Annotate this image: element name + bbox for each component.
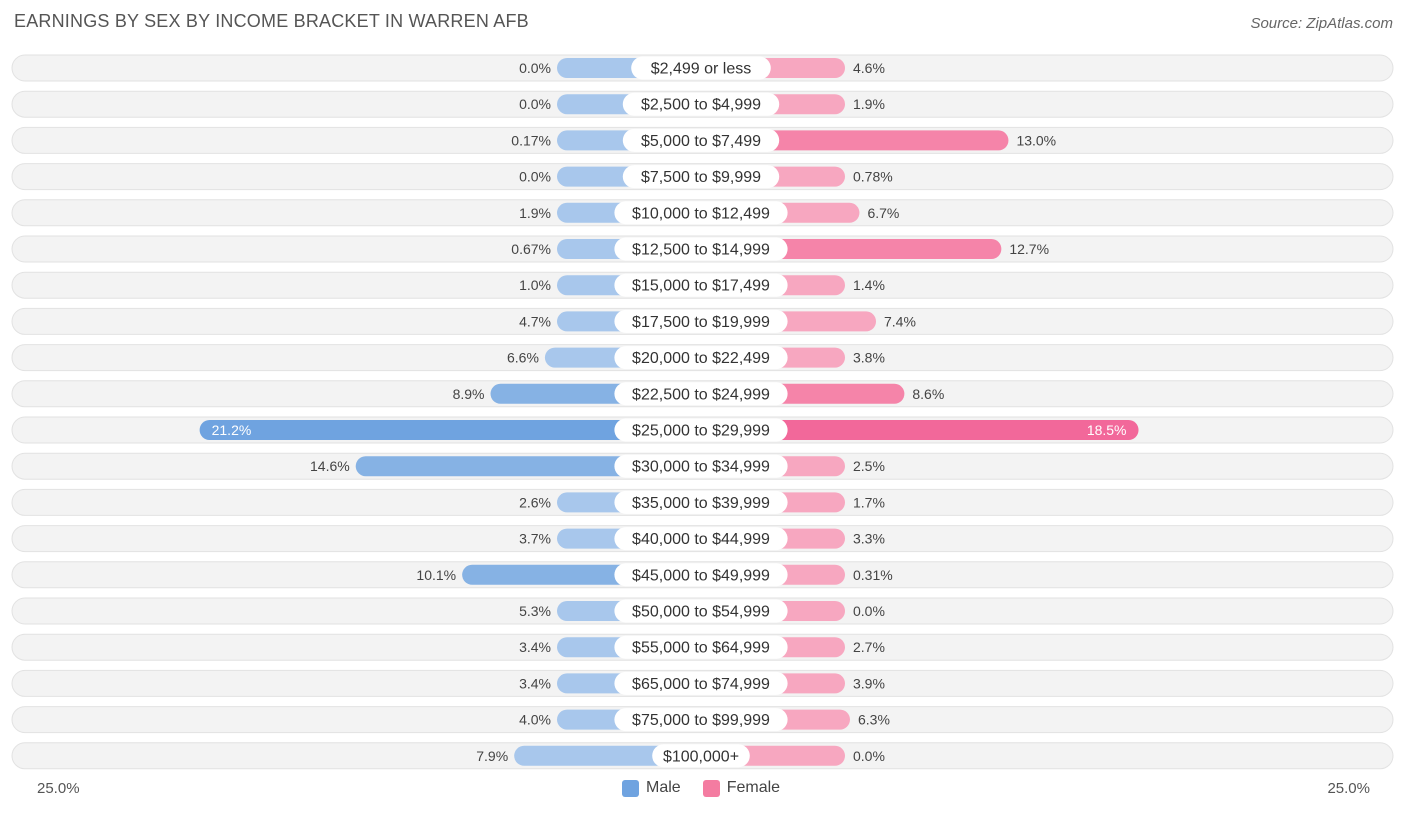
female-value-label: 8.6% (912, 386, 944, 402)
male-value-label: 3.4% (519, 675, 551, 691)
category-pill (614, 671, 788, 695)
male-value-label: 0.0% (519, 169, 551, 185)
category-pill (622, 128, 780, 152)
male-value-label: 0.0% (519, 96, 551, 112)
category-pill (614, 382, 788, 406)
category-pill (614, 527, 788, 551)
category-label: $100,000+ (663, 748, 739, 765)
category-pill (614, 490, 788, 514)
female-value-label: 3.3% (853, 531, 885, 547)
category-pill (631, 56, 771, 80)
category-pill (614, 599, 788, 623)
category-label: $17,500 to $19,999 (632, 314, 770, 331)
male-bar (355, 456, 701, 477)
male-bar (199, 420, 701, 440)
legend-label-female: Female (726, 779, 781, 796)
category-pill (614, 708, 788, 732)
female-value-label: 0.0% (853, 603, 885, 619)
legend-item-male[interactable]: Male (622, 779, 681, 797)
category-label: $2,499 or less (651, 61, 752, 78)
category-pill (614, 418, 788, 442)
category-label: $35,000 to $39,999 (632, 495, 770, 512)
female-value-label: 7.4% (884, 313, 916, 329)
axis-right-label: 25.0% (1327, 780, 1370, 797)
female-value-label: 2.5% (853, 458, 885, 474)
legend-item-female[interactable]: Female (702, 779, 781, 797)
male-value-label: 7.9% (476, 748, 508, 764)
category-label: $65,000 to $74,999 (632, 676, 770, 693)
category-pill (652, 744, 750, 768)
female-value-label: 18.5% (1087, 422, 1127, 438)
male-value-label: 8.9% (453, 386, 485, 402)
category-label: $40,000 to $44,999 (632, 531, 770, 548)
category-pill (614, 309, 788, 333)
female-value-label: 6.7% (867, 205, 899, 221)
female-value-label: 13.0% (1016, 132, 1056, 148)
male-value-label: 1.9% (519, 205, 551, 221)
female-value-label: 0.31% (853, 567, 893, 583)
legend-swatch-female (702, 779, 720, 797)
male-value-label: 2.6% (519, 494, 551, 510)
category-label: $20,000 to $22,499 (632, 350, 770, 367)
axis-left-label: 25.0% (37, 780, 80, 797)
category-label: $7,500 to $9,999 (641, 169, 761, 186)
legend: Male Female (622, 779, 780, 797)
male-value-label: 6.6% (507, 350, 539, 366)
female-value-label: 1.7% (853, 494, 885, 510)
source-credit: Source: ZipAtlas.com (1250, 15, 1393, 32)
male-value-label: 3.7% (519, 531, 551, 547)
category-label: $15,000 to $17,499 (632, 278, 770, 295)
category-label: $75,000 to $99,999 (632, 712, 770, 729)
female-value-label: 1.9% (853, 96, 885, 112)
category-label: $2,500 to $4,999 (641, 97, 761, 114)
female-value-label: 3.8% (853, 350, 885, 366)
category-pill (614, 273, 788, 297)
male-value-label: 5.3% (519, 603, 551, 619)
female-value-label: 4.6% (853, 60, 885, 76)
male-value-label: 0.0% (519, 60, 551, 76)
category-pill (622, 165, 780, 189)
category-pill (614, 346, 788, 370)
category-pill (614, 563, 788, 587)
category-label: $5,000 to $7,499 (641, 133, 761, 150)
category-label: $45,000 to $49,999 (632, 567, 770, 584)
category-label: $10,000 to $12,499 (632, 205, 770, 222)
male-value-label: 4.7% (519, 313, 551, 329)
female-value-label: 3.9% (853, 675, 885, 691)
male-value-label: 4.0% (519, 712, 551, 728)
legend-label-male: Male (646, 779, 681, 796)
category-label: $30,000 to $34,999 (632, 459, 770, 476)
category-pill (614, 454, 788, 478)
male-value-label: 1.0% (519, 277, 551, 293)
legend-swatch-male (622, 779, 639, 797)
chart-title: EARNINGS BY SEX BY INCOME BRACKET IN WAR… (14, 11, 529, 31)
female-bar (701, 420, 1139, 440)
female-value-label: 0.0% (853, 748, 885, 764)
male-value-label: 0.67% (511, 241, 551, 257)
female-value-label: 6.3% (858, 712, 890, 728)
male-value-label: 10.1% (416, 567, 456, 583)
female-value-label: 12.7% (1009, 241, 1049, 257)
male-value-label: 3.4% (519, 639, 551, 655)
category-pill (614, 201, 788, 225)
female-value-label: 1.4% (853, 277, 885, 293)
category-pill (614, 635, 788, 659)
male-value-label: 0.17% (511, 132, 551, 148)
female-value-label: 0.78% (853, 169, 893, 185)
category-label: $22,500 to $24,999 (632, 386, 770, 403)
category-pill (622, 92, 780, 116)
male-value-label: 21.2% (212, 422, 252, 438)
category-label: $50,000 to $54,999 (632, 604, 770, 621)
male-value-label: 14.6% (310, 458, 350, 474)
category-label: $55,000 to $64,999 (632, 640, 770, 657)
category-label: $12,500 to $14,999 (632, 242, 770, 259)
category-label: $25,000 to $29,999 (632, 423, 770, 440)
category-pill (614, 237, 788, 261)
female-value-label: 2.7% (853, 639, 885, 655)
